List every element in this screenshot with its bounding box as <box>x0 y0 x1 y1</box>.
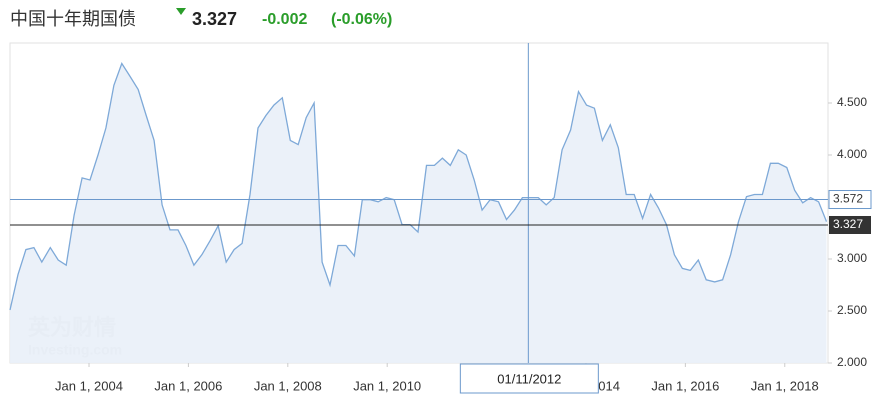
area <box>10 63 827 363</box>
chart-title: 中国十年期国债 <box>10 9 136 30</box>
x-tick-label: Jan 1, 2016 <box>651 378 719 393</box>
crosshair-value-box <box>828 190 872 210</box>
x-tick-label: Jan 1, 2010 <box>353 378 421 393</box>
y-tick-label: 2.000 <box>837 355 867 369</box>
crosshair-value: 3.572 <box>833 192 863 206</box>
change-percent: (-0.06%) <box>331 11 392 28</box>
down-arrow <box>176 8 186 15</box>
x-tick-label: Jan 1, 2008 <box>254 378 322 393</box>
change: -0.002 <box>262 11 307 28</box>
y-tick-label: 2.500 <box>837 303 867 317</box>
last-price-label: 3.327 <box>833 217 863 231</box>
y-tick-label: 3.000 <box>837 251 867 265</box>
crosshair-date-box <box>459 363 599 394</box>
x-tick-label: Jan 1, 2004 <box>55 378 123 393</box>
price: 3.327 <box>192 9 237 29</box>
crosshair-date: 01/11/2012 <box>497 371 561 386</box>
x-tick-label: Jan 1, 2018 <box>751 378 819 393</box>
last-price-box <box>829 215 871 234</box>
x-tick-label: Jan 1, 2006 <box>154 378 222 393</box>
y-tick-label: 4.500 <box>837 95 867 109</box>
y-tick-label: 4.000 <box>837 147 867 161</box>
line <box>9 62 828 311</box>
